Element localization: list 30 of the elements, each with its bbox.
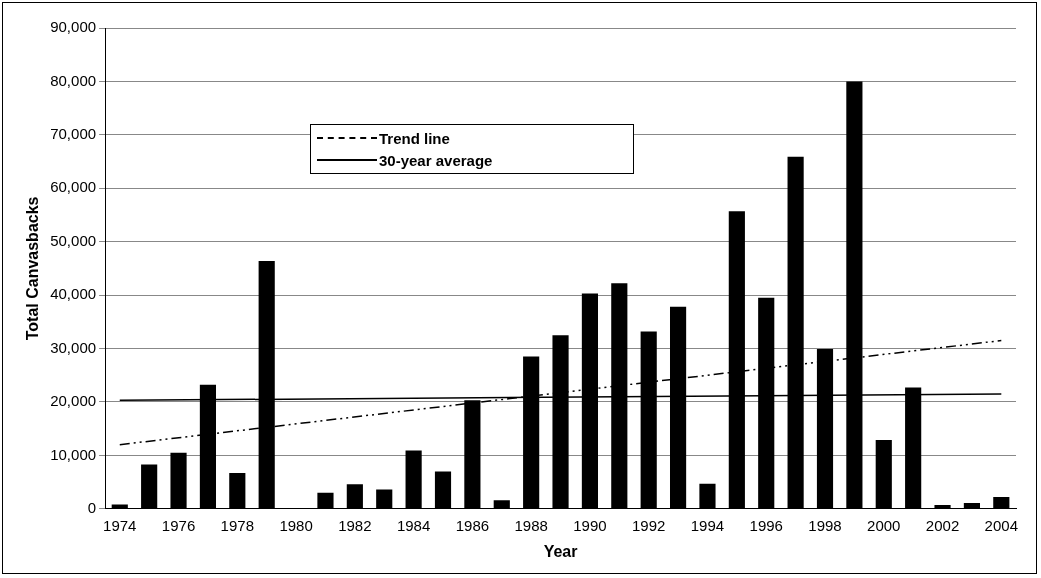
y-tick-label: 10,000 [50, 445, 97, 463]
x-tick-label: 1992 [632, 516, 666, 534]
x-tick-label: 1980 [279, 516, 313, 534]
x-tick-label: 1988 [514, 516, 548, 534]
x-tick-label: 1984 [396, 516, 431, 534]
y-axis-title: Total Canvasbacks [24, 196, 42, 341]
x-axis-title: Year [543, 542, 578, 560]
legend-label: 30-year average [379, 151, 493, 169]
x-tick-label: 1982 [338, 516, 372, 534]
y-tick-label: 20,000 [50, 392, 97, 410]
x-tick-label: 1998 [808, 516, 842, 534]
x-tick-label: 1976 [161, 516, 196, 534]
y-tick-label: 80,000 [50, 71, 97, 89]
x-tick-label: 1996 [749, 516, 783, 534]
x-tick-label: 2002 [925, 516, 960, 534]
y-tick-label: 40,000 [50, 285, 97, 303]
x-tick-label: 2004 [984, 516, 1018, 534]
y-tick-label: 70,000 [50, 124, 97, 142]
x-tick-label: 1994 [690, 516, 725, 534]
y-tick-label: 90,000 [50, 18, 97, 36]
y-tick-label: 30,000 [50, 338, 97, 356]
x-tick-label: 1974 [103, 516, 137, 534]
x-tick-label: 1986 [455, 516, 490, 534]
x-tick-label: 1990 [573, 516, 607, 534]
legend-label: Trend line [379, 129, 450, 147]
y-tick-label: 60,000 [50, 178, 97, 196]
y-tick-label: 50,000 [50, 231, 97, 249]
x-tick-label: 2000 [867, 516, 901, 534]
x-tick-label: 1978 [220, 516, 254, 534]
y-tick-label: 0 [87, 498, 97, 516]
